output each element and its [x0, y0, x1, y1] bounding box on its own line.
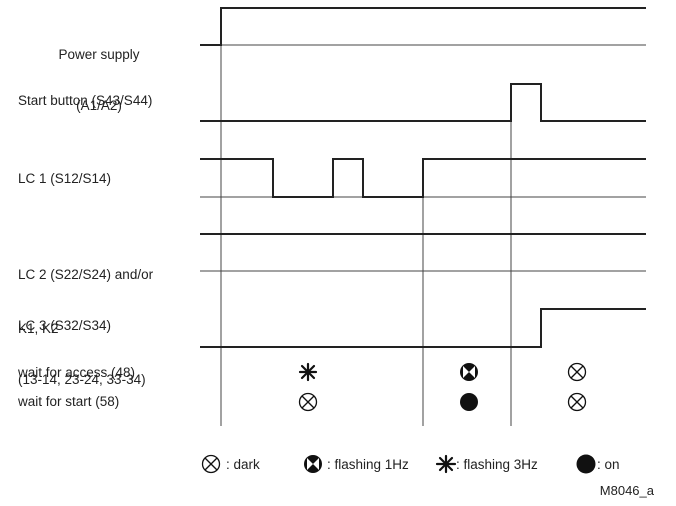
- led-row-access: [298, 362, 587, 382]
- legend-flashing-3hz-icon: [435, 454, 457, 474]
- power-supply-label-line2: (A1/A2): [76, 98, 122, 113]
- legend-dark-text: : dark: [226, 457, 260, 472]
- waveforms: [200, 7, 646, 348]
- wait-for-start-label: wait for start (58): [18, 394, 120, 409]
- figure-code: M8046_a: [599, 483, 654, 498]
- power-supply-label: Power supply (A1/A2): [34, 12, 164, 131]
- lc23-label-line2: LC 3 (S32/S34): [18, 318, 112, 333]
- legend-dark-icon: [201, 454, 221, 474]
- waveform-k1-k2: [200, 308, 646, 348]
- k1-k2-label: K1, K2 (13-14, 23-24, 33-34): [18, 286, 146, 405]
- dark-icon: [567, 362, 587, 382]
- wait-for-access-label: wait for access (48): [18, 365, 136, 380]
- k1-k2-label-line1: K1, K2: [18, 321, 59, 336]
- flashing-3hz-icon: [298, 362, 318, 382]
- dark-icon: [298, 392, 318, 412]
- waveform-start-button: [200, 83, 646, 122]
- lc23-label: LC 2 (S22/S24) and/or LC 3 (S32/S34): [18, 232, 153, 351]
- waveform-lc1: [200, 158, 646, 198]
- legend-flashing-1hz-text: : flashing 1Hz: [327, 457, 409, 472]
- dark-icon: [567, 392, 587, 412]
- led-row-start: [298, 392, 587, 412]
- k1-k2-label-line2: (13-14, 23-24, 33-34): [18, 372, 146, 387]
- power-supply-label-line1: Power supply: [58, 47, 140, 62]
- lc23-label-line1: LC 2 (S22/S24) and/or: [18, 267, 154, 282]
- lc1-label: LC 1 (S12/S14): [18, 171, 112, 186]
- legend-flashing-1hz-icon: [304, 455, 322, 473]
- time-markers: [220, 8, 512, 426]
- on-icon: [460, 393, 478, 411]
- legend-on-icon: [576, 454, 596, 474]
- flashing-1hz-icon: [460, 363, 478, 381]
- legend-on-text: : on: [597, 457, 620, 472]
- legend-flashing-3hz-text: : flashing 3Hz: [456, 457, 538, 472]
- legend: : dark : flashing 1Hz : flashing 3Hz : o…: [201, 454, 620, 474]
- start-button-label: Start button (S43/S44): [18, 93, 153, 108]
- waveform-power-supply: [200, 7, 646, 46]
